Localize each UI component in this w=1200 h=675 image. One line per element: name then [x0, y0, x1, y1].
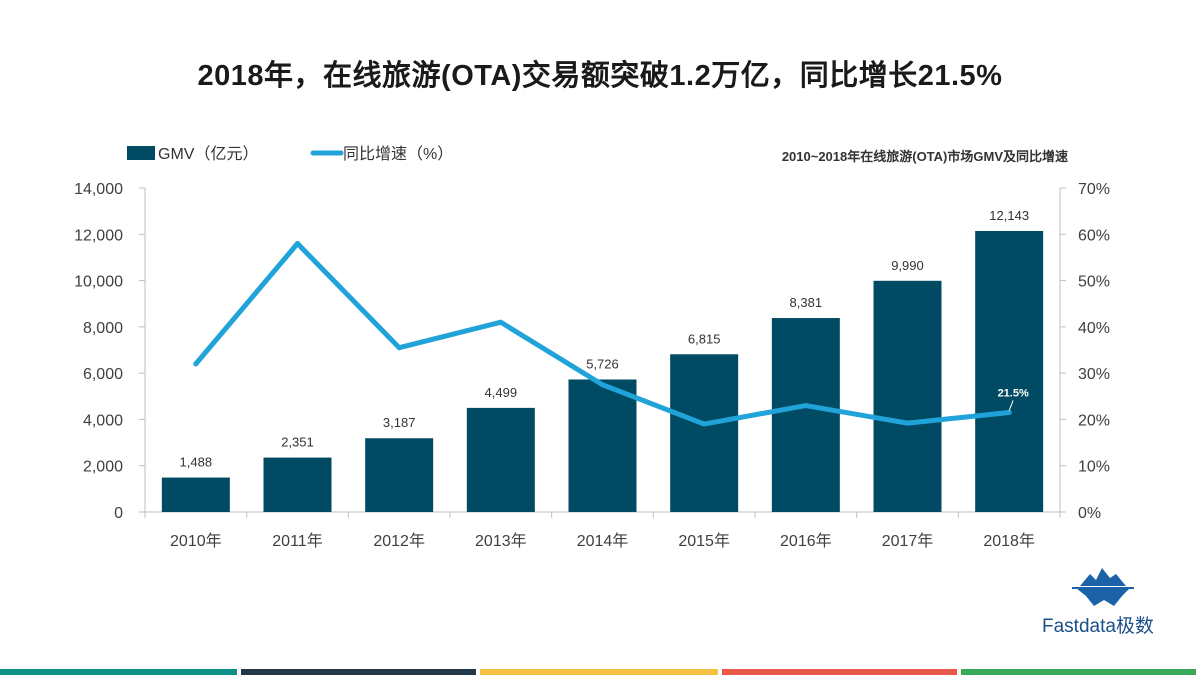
y-left-tick-label: 14,000	[74, 181, 123, 198]
y-right-tick-label: 50%	[1078, 274, 1110, 291]
bar	[466, 407, 535, 512]
x-tick-label: 2018年	[983, 532, 1035, 550]
y-right-tick-label: 20%	[1078, 412, 1110, 429]
line-point	[1006, 409, 1012, 415]
bar-data-label: 2,351	[281, 435, 314, 450]
legend-line-label: 同比增速（%）	[343, 145, 453, 163]
x-tick-label: 2013年	[475, 532, 527, 550]
chart-legend: GMV（亿元） 同比增速（%）	[127, 145, 453, 163]
y-right-tick-label: 30%	[1078, 366, 1110, 383]
bar	[771, 318, 840, 512]
bar	[873, 280, 942, 512]
bar	[263, 457, 332, 512]
line-point	[905, 420, 910, 426]
y-right-tick-label: 70%	[1078, 181, 1110, 198]
y-left-tick-label: 2,000	[83, 459, 123, 476]
bar	[568, 379, 637, 512]
y-right-tick-label: 40%	[1078, 320, 1110, 337]
footer-color-segment	[480, 669, 718, 675]
chart-axes: 0 2,000 4,000 6,000 8,000 10,000 12,000 14,000 0…	[74, 181, 1110, 550]
bar-data-label: 3,187	[383, 415, 416, 430]
bar-series: 1,488 2,351 3,187 4,499 5,726 6,815 8,381 9,990…	[161, 208, 1044, 512]
y-right-tick-label: 0%	[1078, 505, 1101, 522]
x-tick-label: 2014年	[577, 532, 629, 550]
y-left-tick-label: 10,000	[74, 274, 123, 291]
bar-data-label: 8,381	[790, 295, 823, 310]
footer-color-segment	[960, 669, 1197, 675]
x-tick-label: 2016年	[780, 532, 832, 550]
line-annotation-label: 21.5%	[998, 387, 1029, 399]
legend-bar-swatch	[127, 146, 155, 160]
footer-color-segment	[0, 669, 238, 675]
y-right-tick-label: 10%	[1078, 459, 1110, 476]
footer-color-bar	[0, 669, 1200, 675]
line-point	[193, 361, 199, 367]
x-tick-label: 2017年	[882, 532, 934, 550]
iceberg-logo-icon	[1072, 568, 1134, 606]
y-left-tick-label: 0	[114, 505, 123, 522]
logo-text: Fastdata极数	[1042, 616, 1154, 637]
y-left-tick-label: 4,000	[83, 412, 123, 429]
bar	[161, 477, 230, 512]
line-point	[396, 345, 402, 351]
x-tick-label: 2011年	[272, 532, 322, 550]
y-left-tick-label: 8,000	[83, 320, 123, 337]
bar	[365, 438, 434, 512]
y-left-tick-label: 6,000	[83, 366, 123, 383]
line-point	[803, 403, 809, 409]
bar	[975, 230, 1044, 512]
x-tick-label: 2015年	[678, 532, 730, 550]
bar-data-label: 4,499	[485, 385, 518, 400]
footer-color-segment	[241, 669, 477, 675]
bar-data-label: 6,815	[688, 331, 721, 346]
legend-bar-label: GMV（亿元）	[158, 145, 258, 163]
bar-data-label: 5,726	[586, 356, 619, 371]
x-tick-label: 2010年	[170, 532, 222, 550]
bar-data-label: 9,990	[891, 258, 924, 273]
line-point	[295, 241, 300, 247]
bar-data-label: 1,488	[180, 455, 213, 470]
y-right-tick-label: 60%	[1078, 227, 1110, 244]
line-point	[701, 421, 707, 427]
annotation-leader	[1008, 400, 1014, 411]
x-tick-label: 2012年	[373, 532, 425, 550]
line-point	[498, 319, 504, 325]
line-series: 21.5%	[193, 241, 1029, 427]
bar	[670, 354, 739, 512]
footer-color-segment	[721, 669, 957, 675]
chart-subtitle: 2010~2018年在线旅游(OTA)市场GMV及同比增速	[782, 149, 1068, 164]
y-left-tick-label: 12,000	[74, 227, 123, 244]
bar-data-label: 12,143	[989, 208, 1029, 223]
line-point	[600, 382, 605, 388]
page-title: 2018年，在线旅游(OTA)交易额突破1.2万亿，同比增长21.5%	[197, 60, 1003, 92]
